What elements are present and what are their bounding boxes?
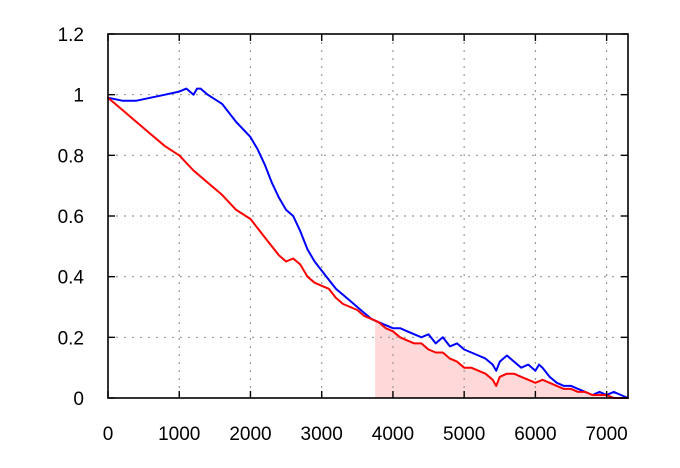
grid-layer xyxy=(108,34,628,398)
axis-layer xyxy=(107,33,629,399)
y-tick-label-4: 0.8 xyxy=(58,146,84,167)
y-tick-label-0: 0 xyxy=(73,389,84,410)
y-tick-label-5: 1 xyxy=(73,86,84,107)
series-layer xyxy=(107,87,629,399)
shaded-region xyxy=(375,320,628,398)
series-line-1 xyxy=(107,87,629,399)
x-tick-label-5: 5000 xyxy=(443,424,485,445)
x-tick-label-2: 2000 xyxy=(229,424,271,445)
y-tick-label-3: 0.6 xyxy=(58,207,84,228)
y-tick-label-1: 0.2 xyxy=(58,328,84,349)
tick-label-layer: 0 0.2 0.4 0.6 0.8 1 1.2 0 1000 2000 3000 4000 5000 60… xyxy=(58,25,628,445)
x-tick-label-7: 7000 xyxy=(585,424,627,445)
shaded-region-layer xyxy=(375,320,628,398)
x-tick-label-1: 1000 xyxy=(158,424,200,445)
x-tick-label-0: 0 xyxy=(103,424,114,445)
x-tick-label-6: 6000 xyxy=(514,424,556,445)
y-tick-label-2: 0.4 xyxy=(58,268,85,289)
series-line-2 xyxy=(107,96,629,399)
x-tick-label-4: 4000 xyxy=(372,424,414,445)
y-tick-label-6: 1.2 xyxy=(58,25,84,46)
x-tick-label-3: 3000 xyxy=(301,424,343,445)
